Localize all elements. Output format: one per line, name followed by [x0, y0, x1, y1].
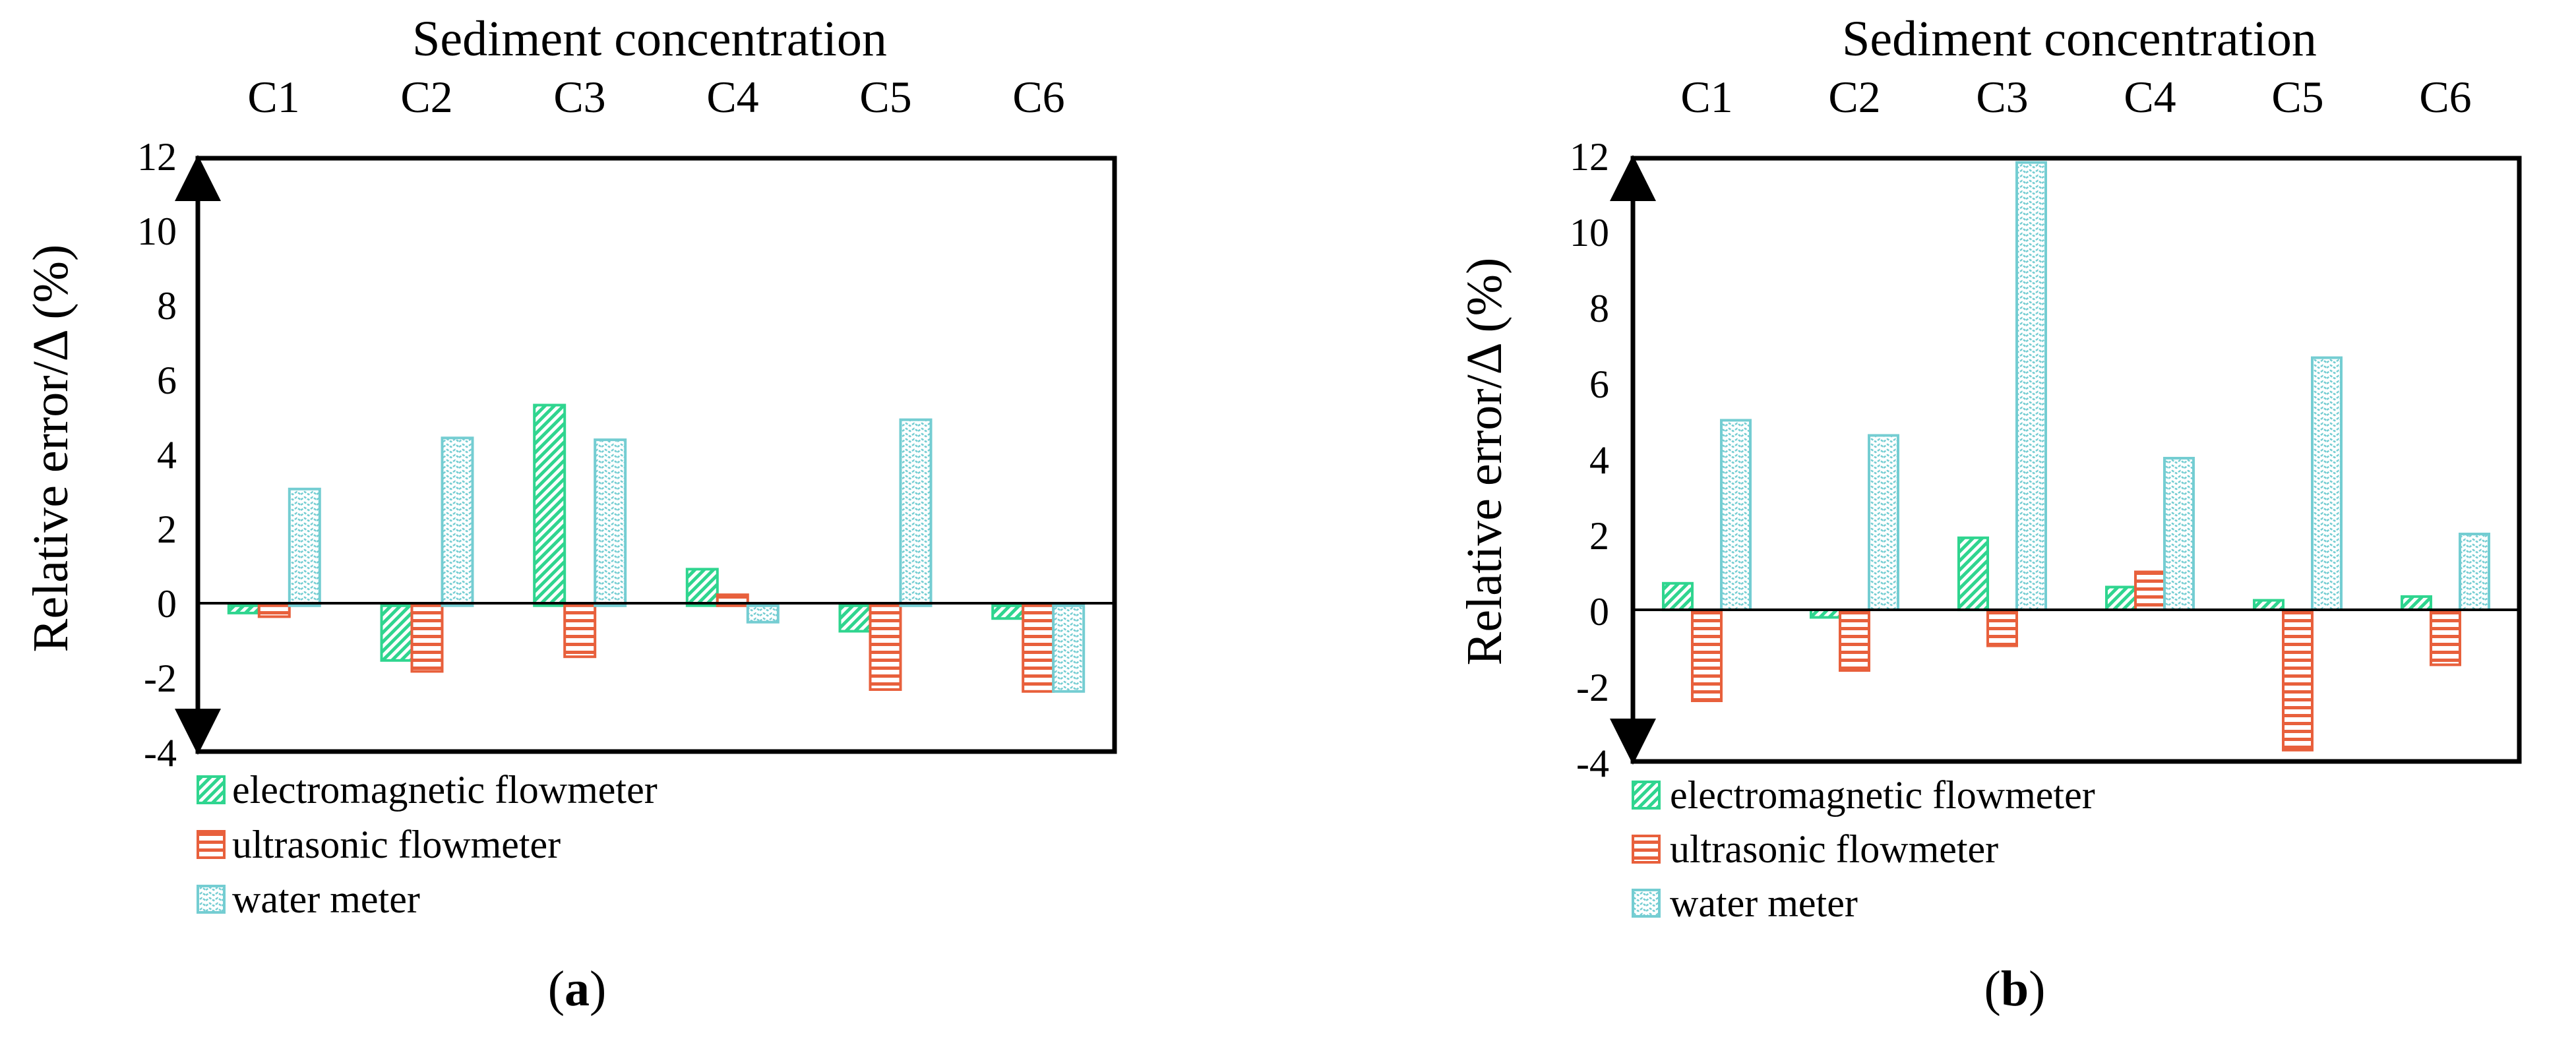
y-tick-label: -4	[1576, 742, 1609, 785]
legend-swatch-ultrasonic	[1632, 835, 1661, 864]
category-label: C4	[706, 72, 758, 122]
bar-water-c5	[899, 418, 933, 607]
y-tick-label: -2	[144, 657, 177, 700]
legend-swatch-electromagnetic	[1632, 781, 1661, 810]
category-label: C3	[553, 72, 605, 122]
category-label: C5	[859, 72, 911, 122]
panel-caption: (a)	[548, 961, 607, 1017]
y-tick-label: 4	[157, 433, 177, 477]
chart-panel-b: Sediment concentration C1 C2 C3 C4 C5 C6…	[1457, 11, 2522, 1017]
category-label: C6	[2419, 72, 2471, 122]
bar-water-c1	[288, 487, 321, 607]
bar-water-c4	[746, 604, 780, 624]
bar-electromagnetic-c1	[1662, 581, 1694, 612]
y-tick-label: 8	[157, 284, 177, 328]
bar-water-c6	[1052, 604, 1086, 693]
bar-ultrasonic-c6	[2430, 608, 2461, 667]
bar-electromagnetic-c3	[533, 403, 567, 607]
bar-ultrasonic-c4	[2134, 570, 2166, 611]
legend-label: ultrasonic flowmeter	[1670, 827, 1998, 871]
category-label: C3	[1976, 72, 2028, 122]
bar-water-c2	[1868, 434, 1899, 611]
legend: electromagnetic flowmeter ultrasonic flo…	[197, 768, 658, 921]
bar-ultrasonic-c1	[1691, 608, 1723, 702]
bar-water-c3	[2015, 161, 2047, 611]
bar-electromagnetic-c3	[1957, 536, 1989, 612]
category-tick-labels: C1 C2 C3 C4 C5 C6	[1680, 72, 2471, 122]
bar-ultrasonic-c5	[2282, 608, 2314, 752]
bar-electromagnetic-c5	[838, 604, 872, 633]
category-label: C6	[1012, 72, 1064, 122]
bar-series-group	[227, 403, 1086, 693]
y-tick-label: 10	[137, 210, 177, 253]
legend-swatch-water	[197, 885, 226, 914]
legend-label: water meter	[232, 877, 420, 921]
bar-water-c5	[2311, 356, 2343, 611]
category-label: C1	[1680, 72, 1733, 122]
bar-ultrasonic-c6	[1022, 604, 1055, 693]
plot-frame	[1630, 156, 2522, 764]
bar-electromagnetic-c1	[227, 604, 261, 614]
bar-electromagnetic-c4	[685, 568, 719, 607]
bar-ultrasonic-c3	[563, 604, 597, 659]
legend: electromagnetic flowmeter ultrasonic flo…	[1632, 773, 2095, 925]
y-tick-label: 6	[1589, 363, 1609, 406]
chart-title: Sediment concentration	[412, 11, 887, 67]
y-tick-label: 12	[1570, 135, 1609, 179]
y-tick-label: 0	[1589, 590, 1609, 634]
y-tick-label: 12	[137, 135, 177, 179]
category-label: C4	[2124, 72, 2176, 122]
bar-electromagnetic-c5	[2253, 599, 2285, 611]
bar-ultrasonic-c3	[1986, 608, 2018, 647]
y-tick-label: 2	[157, 508, 177, 551]
y-tick-labels: 12 10 8 6 4 2 0 -2 -4	[137, 135, 177, 775]
chart-title: Sediment concentration	[1842, 11, 2317, 67]
plot-frame	[195, 156, 1117, 754]
y-tick-labels: 12 10 8 6 4 2 0 -2 -4	[1570, 135, 1609, 785]
y-tick-label: -4	[144, 731, 177, 775]
y-axis-label: Relative error/Δ (%)	[1457, 258, 1512, 666]
bar-ultrasonic-c1	[257, 604, 291, 618]
chart-panel-a: Sediment concentration C1 C2 C3 C4 C5 C6…	[23, 11, 1117, 1017]
bar-water-c2	[441, 436, 474, 607]
legend-swatch-ultrasonic	[197, 830, 226, 859]
y-tick-label: 0	[157, 582, 177, 626]
y-tick-label: 2	[1589, 514, 1609, 558]
legend-swatch-water	[1632, 889, 1661, 918]
legend-label: electromagnetic flowmeter	[232, 768, 658, 812]
bar-water-c4	[2163, 457, 2195, 611]
y-tick-label: 8	[1589, 287, 1609, 330]
y-tick-label: 4	[1589, 438, 1609, 482]
y-tick-label: 6	[157, 359, 177, 402]
category-label: C2	[400, 72, 452, 122]
bar-water-c6	[2459, 533, 2490, 611]
bar-ultrasonic-c2	[410, 604, 444, 673]
category-label: C2	[1828, 72, 1880, 122]
panel-caption: (b)	[1984, 961, 2046, 1017]
legend-label: water meter	[1670, 881, 1858, 925]
bar-water-c1	[1720, 419, 1752, 611]
bar-ultrasonic-c5	[869, 604, 902, 691]
category-label: C1	[247, 72, 299, 122]
y-tick-label: 10	[1570, 211, 1609, 254]
bar-ultrasonic-c2	[1839, 608, 1870, 672]
bar-electromagnetic-c6	[991, 604, 1025, 620]
bar-electromagnetic-c2	[380, 604, 414, 662]
bar-series-group	[1662, 161, 2490, 752]
legend-label: ultrasonic flowmeter	[232, 823, 561, 866]
category-label: C5	[2271, 72, 2323, 122]
y-axis-label: Relative error/Δ (%)	[23, 245, 78, 653]
legend-label: electromagnetic flowmeter	[1670, 773, 2095, 817]
category-tick-labels: C1 C2 C3 C4 C5 C6	[247, 72, 1064, 122]
y-tick-label: -2	[1576, 666, 1609, 709]
bar-electromagnetic-c6	[2401, 595, 2432, 612]
legend-swatch-electromagnetic	[197, 775, 226, 804]
bar-water-c3	[594, 438, 627, 607]
bar-electromagnetic-c4	[2105, 585, 2137, 611]
